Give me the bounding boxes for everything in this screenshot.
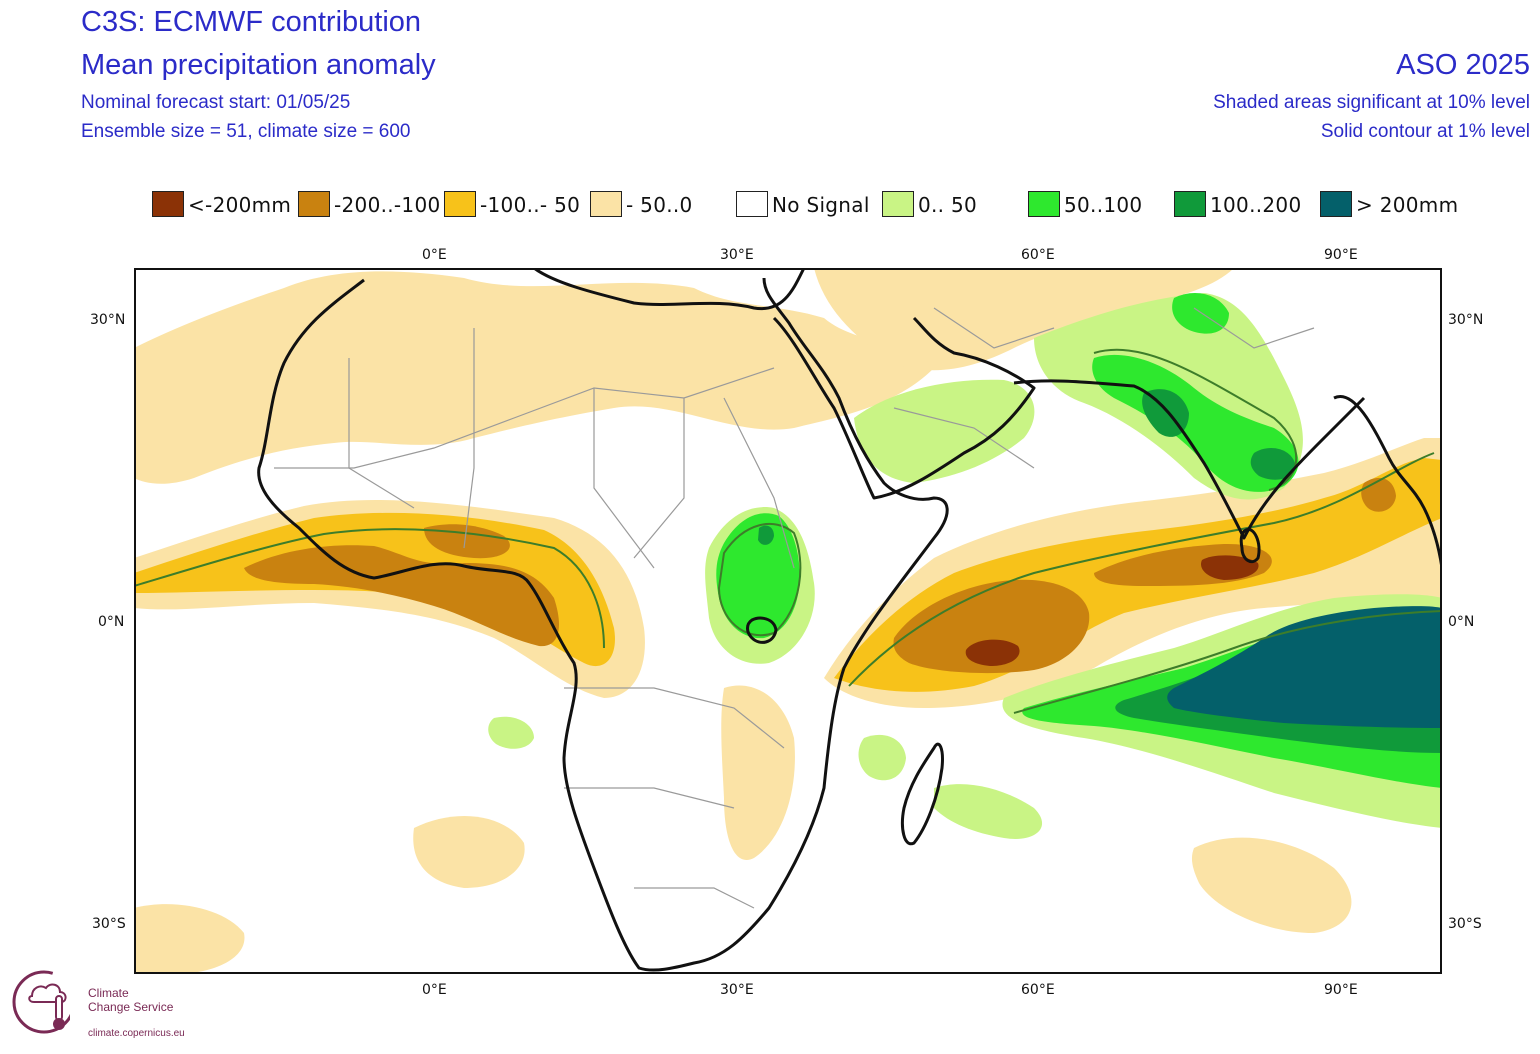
lon-tick-top: 60°E bbox=[1021, 247, 1055, 263]
coastline-india bbox=[1013, 379, 1366, 540]
country-border bbox=[933, 307, 1055, 349]
significance-contour bbox=[717, 523, 802, 637]
anomaly-dry-light-southern-africa bbox=[721, 685, 795, 860]
coastline-southeast-asia bbox=[1333, 394, 1442, 569]
country-border bbox=[633, 398, 685, 559]
map-subtitle: Mean precipitation anomaly bbox=[81, 49, 436, 81]
legend-label: 0.. 50 bbox=[918, 193, 978, 217]
lat-tick-left: 30°N bbox=[90, 312, 126, 328]
legend-swatch bbox=[444, 191, 476, 217]
country-borders bbox=[274, 307, 1315, 909]
thermometer-cloud-icon bbox=[12, 970, 70, 1034]
legend-label: -100..- 50 bbox=[480, 193, 581, 217]
significance-10pct: Shaded areas significant at 10% level bbox=[1213, 92, 1530, 113]
anomaly-dry-extreme-sri-lanka bbox=[1200, 555, 1259, 580]
significance-contour bbox=[1093, 348, 1298, 491]
legend-label: > 200mm bbox=[1356, 193, 1459, 217]
coastline-arabia bbox=[772, 316, 1036, 500]
anomaly-wet-medium-india bbox=[1092, 354, 1299, 492]
coastline-sri-lanka bbox=[1239, 527, 1261, 564]
legend-swatch bbox=[1174, 191, 1206, 217]
legend-swatch bbox=[882, 191, 914, 217]
country-border bbox=[1193, 307, 1315, 349]
lon-tick-bottom: 60°E bbox=[1021, 982, 1055, 998]
lon-tick-top: 0°E bbox=[422, 247, 447, 263]
lon-tick-bottom: 30°E bbox=[720, 982, 754, 998]
coastline-lake-victoria bbox=[746, 616, 778, 644]
country-border bbox=[634, 887, 755, 909]
significance-contour bbox=[1013, 610, 1442, 714]
precipitation-anomaly-map bbox=[134, 268, 1442, 974]
copernicus-logo: Climate Change Service climate.copernicu… bbox=[10, 962, 220, 1046]
legend-swatch bbox=[152, 191, 184, 217]
lat-tick-right: 30°N bbox=[1448, 312, 1484, 328]
anomaly-wet-light-atlantic bbox=[488, 716, 534, 749]
anomaly-dry-light-southwest bbox=[134, 904, 245, 974]
anomaly-wet-light-south-indian-ocean bbox=[934, 784, 1043, 839]
legend-swatch bbox=[1028, 191, 1060, 217]
lat-tick-right: 0°N bbox=[1448, 614, 1475, 630]
ensemble-size: Ensemble size = 51, climate size = 600 bbox=[81, 121, 411, 142]
anomaly-dry-light-south-atlantic bbox=[413, 816, 525, 888]
lon-tick-top: 90°E bbox=[1324, 247, 1358, 263]
country-border bbox=[348, 358, 415, 509]
significance-1pct: Solid contour at 1% level bbox=[1320, 121, 1530, 142]
legend-swatch bbox=[298, 191, 330, 217]
country-border bbox=[593, 388, 655, 569]
anomaly-dry-light-sahara bbox=[134, 271, 934, 484]
map-frame bbox=[134, 268, 1442, 974]
lon-tick-bottom: 0°E bbox=[422, 982, 447, 998]
map-title: C3S: ECMWF contribution bbox=[81, 6, 422, 38]
legend-label: 50..100 bbox=[1064, 193, 1143, 217]
country-border bbox=[564, 787, 735, 809]
lon-tick-bottom: 90°E bbox=[1324, 982, 1358, 998]
lat-tick-left: 30°S bbox=[92, 916, 126, 932]
legend-swatch bbox=[1320, 191, 1352, 217]
coastline-mediterranean bbox=[533, 268, 806, 311]
legend-label: No Signal bbox=[772, 193, 870, 217]
legend-label: <-200mm bbox=[188, 193, 292, 217]
significance-contour bbox=[848, 452, 1435, 687]
significance-contours bbox=[134, 348, 1442, 714]
lon-tick-top: 30°E bbox=[720, 247, 754, 263]
country-border bbox=[893, 407, 1035, 469]
legend-label: 100..200 bbox=[1210, 193, 1302, 217]
anomaly-wet-medium-himalaya bbox=[1172, 293, 1229, 334]
anomaly-wet-medium-east-africa bbox=[716, 513, 800, 639]
lat-tick-left: 0°N bbox=[98, 614, 125, 630]
forecast-period: ASO 2025 bbox=[1396, 49, 1530, 81]
significance-contour bbox=[134, 528, 605, 649]
coastlines bbox=[257, 268, 1442, 972]
anomaly-dry-extreme-indian-ocean bbox=[965, 639, 1020, 666]
country-border bbox=[564, 687, 785, 749]
country-border bbox=[723, 397, 795, 569]
logo-line-2: Change Service bbox=[88, 1000, 174, 1014]
anomaly-dry-strong-indian-ocean bbox=[893, 579, 1090, 674]
anomaly-wet-strong-east-africa bbox=[758, 525, 774, 545]
anomaly-dry-light-middle-east bbox=[814, 268, 1234, 371]
legend-label: -200..-100 bbox=[334, 193, 441, 217]
anomaly-dry-strong-nigeria bbox=[424, 524, 510, 559]
anomaly-dry-light-southeast bbox=[1191, 837, 1352, 933]
coastline-africa bbox=[257, 277, 949, 972]
legend-swatch bbox=[736, 191, 768, 217]
legend-swatch bbox=[590, 191, 622, 217]
legend-label: - 50..0 bbox=[626, 193, 693, 217]
coastline-madagascar bbox=[900, 742, 944, 846]
anomaly-wet-light-madagascar bbox=[858, 734, 906, 781]
logo-url: climate.copernicus.eu bbox=[88, 1028, 185, 1039]
anomaly-wet-strong-bengal bbox=[1250, 448, 1296, 480]
anomaly-wet-light-arabia bbox=[854, 379, 1035, 483]
lat-tick-right: 30°S bbox=[1448, 916, 1482, 932]
logo-line-1: Climate bbox=[88, 986, 129, 1000]
country-border bbox=[463, 328, 475, 549]
anomaly-dry-strong-gulf-guinea bbox=[244, 545, 559, 647]
forecast-start: Nominal forecast start: 01/05/25 bbox=[81, 92, 351, 113]
anomaly-wet-extreme-eastern-indian-ocean bbox=[1167, 606, 1442, 728]
